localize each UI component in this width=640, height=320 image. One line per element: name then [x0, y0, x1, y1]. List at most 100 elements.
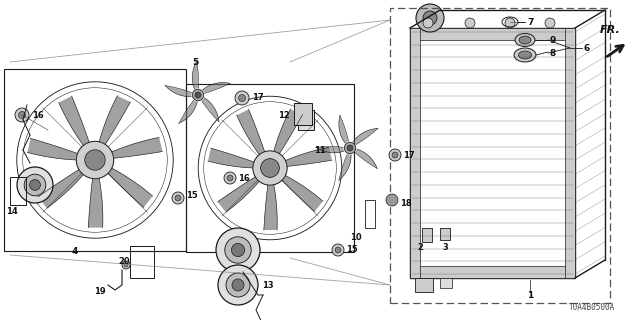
- Polygon shape: [88, 178, 103, 228]
- Text: 15: 15: [186, 191, 198, 201]
- Polygon shape: [38, 170, 83, 208]
- Text: 2: 2: [417, 244, 423, 252]
- Text: FR.: FR.: [600, 25, 621, 35]
- Text: 20: 20: [118, 258, 130, 267]
- Circle shape: [253, 151, 287, 185]
- Circle shape: [335, 247, 341, 253]
- Ellipse shape: [514, 48, 536, 62]
- Polygon shape: [282, 175, 323, 212]
- Polygon shape: [192, 61, 198, 89]
- Circle shape: [124, 263, 128, 267]
- Circle shape: [392, 152, 398, 158]
- Bar: [130, 246, 154, 278]
- Ellipse shape: [519, 36, 531, 44]
- Bar: [440, 278, 452, 288]
- Polygon shape: [355, 149, 378, 169]
- Bar: [440, 228, 450, 240]
- Bar: [298, 110, 314, 130]
- Polygon shape: [59, 96, 89, 145]
- Circle shape: [84, 150, 105, 170]
- Ellipse shape: [518, 51, 531, 59]
- Circle shape: [19, 111, 26, 118]
- Polygon shape: [316, 147, 344, 153]
- Circle shape: [227, 175, 233, 181]
- Text: 15: 15: [346, 245, 358, 254]
- Circle shape: [218, 265, 258, 305]
- Bar: [565, 28, 575, 278]
- Bar: [415, 278, 433, 292]
- Circle shape: [216, 228, 260, 272]
- Text: 16: 16: [238, 173, 250, 182]
- Polygon shape: [339, 154, 351, 180]
- Circle shape: [225, 237, 252, 263]
- Text: 7: 7: [527, 18, 533, 27]
- Bar: [410, 266, 575, 278]
- Circle shape: [260, 159, 280, 177]
- Circle shape: [232, 279, 244, 291]
- Polygon shape: [218, 177, 259, 212]
- Bar: [410, 28, 575, 278]
- Polygon shape: [179, 100, 197, 123]
- Polygon shape: [108, 168, 152, 207]
- Polygon shape: [353, 128, 378, 145]
- Bar: [4, 68, 186, 252]
- Polygon shape: [203, 83, 230, 93]
- Circle shape: [235, 91, 249, 105]
- Circle shape: [505, 18, 515, 28]
- Bar: [186, 84, 354, 252]
- Text: 6: 6: [584, 44, 590, 52]
- Polygon shape: [208, 148, 254, 168]
- Text: T0A4B0500A: T0A4B0500A: [569, 303, 615, 312]
- Text: 3: 3: [442, 244, 448, 252]
- Circle shape: [239, 94, 246, 101]
- Circle shape: [172, 192, 184, 204]
- Circle shape: [76, 141, 114, 179]
- Text: 1: 1: [527, 291, 533, 300]
- Polygon shape: [99, 96, 131, 144]
- Circle shape: [465, 18, 475, 28]
- Bar: [390, 8, 610, 303]
- Polygon shape: [202, 98, 219, 122]
- Polygon shape: [264, 185, 277, 230]
- Bar: [410, 28, 575, 40]
- Text: 12: 12: [278, 110, 290, 119]
- Polygon shape: [28, 138, 77, 160]
- Bar: [422, 228, 432, 242]
- Circle shape: [195, 92, 201, 98]
- Circle shape: [17, 167, 53, 203]
- Circle shape: [344, 142, 356, 154]
- Text: 8: 8: [550, 49, 556, 58]
- Text: 14: 14: [6, 207, 18, 217]
- Text: 17: 17: [252, 92, 264, 101]
- Text: 5: 5: [192, 58, 198, 67]
- Text: 10: 10: [350, 234, 362, 243]
- Circle shape: [232, 244, 244, 257]
- Bar: [365, 200, 375, 228]
- Polygon shape: [165, 85, 191, 97]
- Polygon shape: [237, 109, 265, 155]
- Circle shape: [423, 11, 437, 25]
- Bar: [10, 177, 26, 205]
- Polygon shape: [112, 138, 163, 158]
- Circle shape: [192, 89, 204, 101]
- Circle shape: [29, 180, 40, 190]
- Circle shape: [24, 174, 46, 196]
- Text: 9: 9: [550, 36, 556, 44]
- Text: 4: 4: [72, 247, 78, 257]
- Text: 18: 18: [400, 199, 412, 209]
- Circle shape: [226, 273, 250, 297]
- Ellipse shape: [515, 34, 535, 46]
- Circle shape: [175, 195, 181, 201]
- Polygon shape: [274, 109, 303, 154]
- Text: 17: 17: [403, 150, 415, 159]
- Text: 13: 13: [262, 281, 274, 290]
- Polygon shape: [339, 115, 349, 143]
- Circle shape: [423, 18, 433, 28]
- Text: 11: 11: [314, 146, 326, 155]
- Text: 19: 19: [94, 287, 106, 297]
- Polygon shape: [285, 147, 332, 166]
- Circle shape: [416, 4, 444, 32]
- Circle shape: [545, 18, 555, 28]
- Text: 16: 16: [32, 110, 44, 119]
- Circle shape: [386, 194, 398, 206]
